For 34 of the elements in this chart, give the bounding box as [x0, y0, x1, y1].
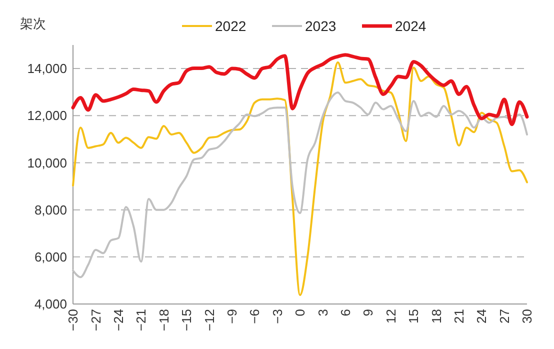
x-tick-label: 30 [520, 309, 535, 324]
line-series [71, 53, 529, 126]
y-tick-label: 6,000 [34, 249, 67, 264]
x-tick-label: 9 [360, 309, 376, 316]
y-tick-label: 14,000 [27, 61, 67, 76]
y-tick-label: 12,000 [27, 108, 67, 124]
x-tick-label: −12 [202, 309, 217, 332]
x-tick-label: −18 [156, 309, 172, 332]
x-tick-label: −3 [270, 309, 285, 324]
x-tick-label: 0 [292, 309, 308, 316]
x-tick-label: −9 [224, 309, 240, 324]
x-tick-label: 21 [451, 309, 466, 324]
x-tick-label: 6 [338, 309, 353, 316]
y-tick-label: 8,000 [34, 202, 67, 218]
x-tick-label: 3 [315, 309, 330, 316]
y-axis-title: 架次 [20, 16, 46, 31]
x-tick-label: −21 [134, 309, 149, 332]
legend-label: 2022 [215, 18, 246, 34]
legend-label: 2024 [395, 18, 426, 34]
x-tick-label: 15 [406, 309, 422, 324]
x-tick-label: −27 [88, 309, 104, 332]
legend-label: 2023 [305, 18, 336, 34]
x-tick-label: 24 [474, 309, 490, 324]
x-tick-label: −6 [247, 309, 262, 324]
x-tick-label: 27 [496, 309, 512, 324]
x-tick-label: 12 [383, 309, 398, 324]
line-series [72, 92, 528, 278]
x-tick-label: −15 [179, 309, 194, 332]
y-tick-label: 4,000 [34, 296, 67, 312]
x-tick-label: −24 [110, 309, 126, 332]
x-tick-label: −30 [66, 309, 81, 332]
y-tick-label: 10,000 [27, 155, 67, 170]
x-tick-label: 18 [428, 309, 444, 324]
line-series [72, 61, 528, 296]
